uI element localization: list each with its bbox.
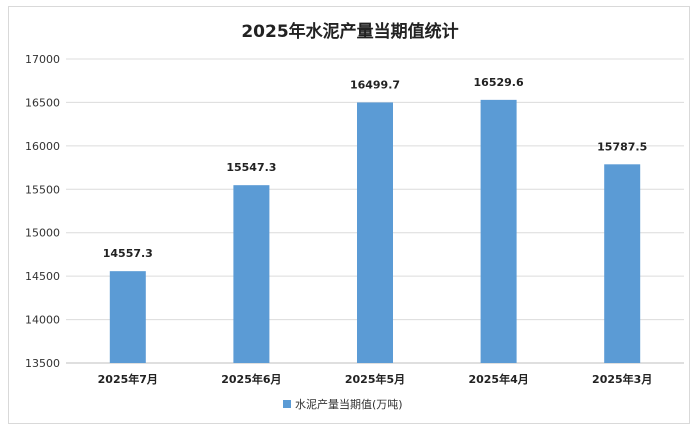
y-tick-label: 16000: [25, 140, 60, 153]
legend-label: 水泥产量当期值(万吨): [295, 397, 403, 411]
data-label: 14557.3: [103, 247, 153, 260]
x-axis-categories: 2025年7月 2025年6月 2025年5月 2025年4月 2025年3月: [98, 372, 653, 386]
y-tick-label: 15000: [25, 227, 60, 240]
data-labels: 14557.3 15547.3 16499.7 16529.6 15787.5: [103, 76, 648, 260]
chart-title: 2025年水泥产量当期值统计: [241, 21, 458, 42]
data-label: 16499.7: [350, 78, 400, 91]
bar: [109, 271, 146, 363]
legend: 水泥产量当期值(万吨): [283, 397, 403, 411]
bar: [604, 164, 641, 363]
legend-swatch: [283, 400, 291, 408]
x-category-label: 2025年3月: [592, 372, 652, 386]
x-category-label: 2025年6月: [221, 372, 281, 386]
data-label: 15787.5: [597, 140, 647, 153]
bar: [357, 102, 393, 364]
bar-chart: 2025年水泥产量当期值统计 13500 14000 14500 15000 15500…: [25, 21, 684, 411]
y-tick-label: 14000: [25, 314, 60, 327]
x-category-label: 2025年7月: [98, 372, 158, 386]
y-tick-label: 15500: [25, 183, 60, 196]
bar: [233, 185, 270, 363]
y-tick-label: 14500: [25, 270, 60, 283]
bars: [109, 99, 641, 364]
y-tick-label: 16500: [25, 96, 60, 109]
data-label: 15547.3: [226, 161, 276, 174]
y-tick-label: 13500: [25, 357, 60, 370]
bar: [480, 99, 517, 363]
y-axis-ticks: 13500 14000 14500 15000 15500 16000 16500 17000: [25, 53, 60, 370]
data-label: 16529.6: [474, 76, 524, 89]
x-category-label: 2025年5月: [345, 372, 405, 386]
chart-frame: 2025年水泥产量当期值统计 13500 14000 14500 15000 15500…: [8, 6, 690, 424]
x-category-label: 2025年4月: [468, 372, 528, 386]
y-tick-label: 17000: [25, 53, 60, 66]
